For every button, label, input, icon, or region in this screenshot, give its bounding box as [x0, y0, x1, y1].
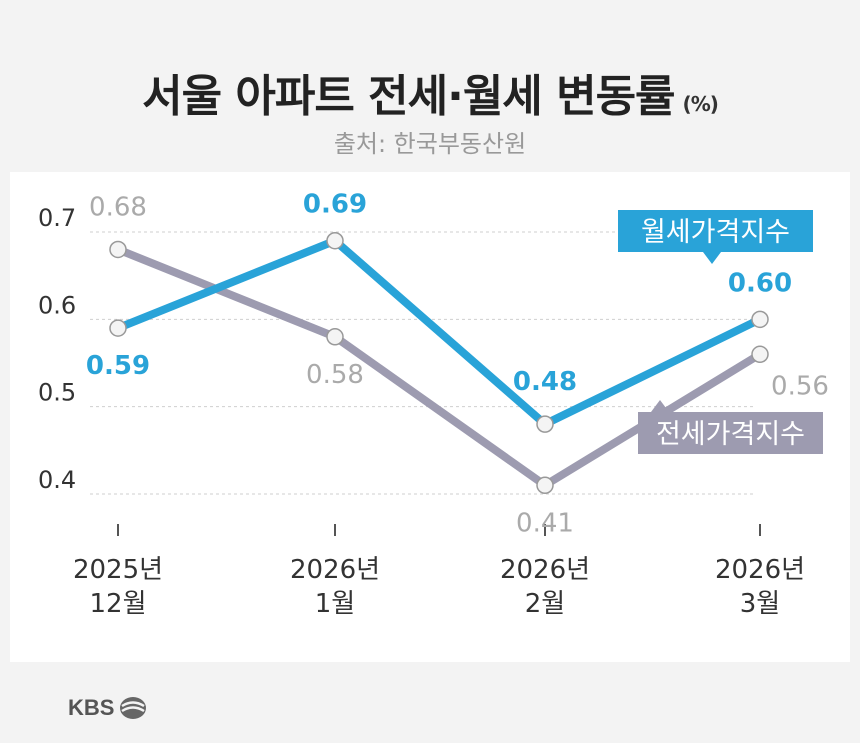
data-label-jeonse: 0.58: [306, 360, 364, 390]
data-label-monthly: 0.69: [303, 190, 367, 220]
data-point-monthly: [536, 415, 554, 433]
kbs-logo-text: KBS: [68, 695, 115, 720]
x-tick-label-month: 12월: [89, 589, 146, 619]
page-title: 서울 아파트 전세·월세 변동률 (%): [0, 60, 860, 124]
data-point-jeonse: [536, 476, 554, 495]
data-point-jeonse: [326, 328, 344, 346]
title-text: 서울 아파트 전세·월세 변동률: [142, 71, 675, 122]
x-tick-label-year: 2025년: [73, 555, 163, 585]
legend-callout-pointer: [703, 252, 721, 264]
legend-label-monthly: 월세가격지수: [641, 217, 790, 248]
data-label-jeonse: 0.68: [89, 192, 147, 222]
y-tick-label: 0.5: [38, 379, 76, 407]
source-caption: 출처: 한국부동산원: [333, 130, 527, 158]
data-label-jeonse: 0.41: [516, 508, 574, 538]
chart-card: 0.7 0.6 0.5 0.4 2025년 12월 2026년 1월 2026년 2월 2026년 3…: [10, 172, 850, 662]
x-tick-label-month: 3월: [740, 589, 780, 619]
y-tick-label: 0.4: [38, 466, 76, 494]
legend-callout-pointer: [651, 400, 669, 412]
legend-callout-box: [618, 210, 813, 252]
x-tick-label-year: 2026년: [500, 555, 590, 585]
data-point-jeonse: [751, 345, 769, 364]
data-point-jeonse: [109, 240, 127, 259]
data-label-monthly: 0.59: [86, 351, 150, 381]
data-point-monthly: [751, 310, 769, 329]
legend-callout-jeonse: 전세가격지수: [638, 400, 823, 454]
data-label-monthly: 0.60: [728, 268, 792, 298]
line-chart: 0.7 0.6 0.5 0.4 2025년 12월 2026년 1월 2026년 2월 2026년 3…: [38, 190, 829, 619]
data-label-jeonse: 0.56: [771, 371, 829, 401]
y-tick-label: 0.6: [38, 291, 76, 319]
legend-label-jeonse: 전세가격지수: [656, 419, 805, 450]
data-label-monthly: 0.48: [513, 367, 577, 397]
series-line-monthly: [114, 236, 764, 429]
data-point-monthly: [326, 231, 344, 250]
kbs-logo: KBS: [68, 695, 148, 721]
x-tick-label-year: 2026년: [715, 555, 805, 585]
title-unit: (%): [682, 92, 719, 116]
legend-callout-monthly: 월세가격지수: [618, 210, 813, 264]
y-tick-label: 0.7: [38, 204, 76, 232]
x-tick-label-year: 2026년: [290, 555, 380, 585]
kbs-swirl-icon: [120, 697, 147, 719]
data-point-monthly: [109, 319, 127, 337]
legend-callout-box: [638, 412, 823, 454]
x-tick-label-month: 2월: [525, 589, 565, 619]
x-tick-label-month: 1월: [315, 589, 355, 619]
